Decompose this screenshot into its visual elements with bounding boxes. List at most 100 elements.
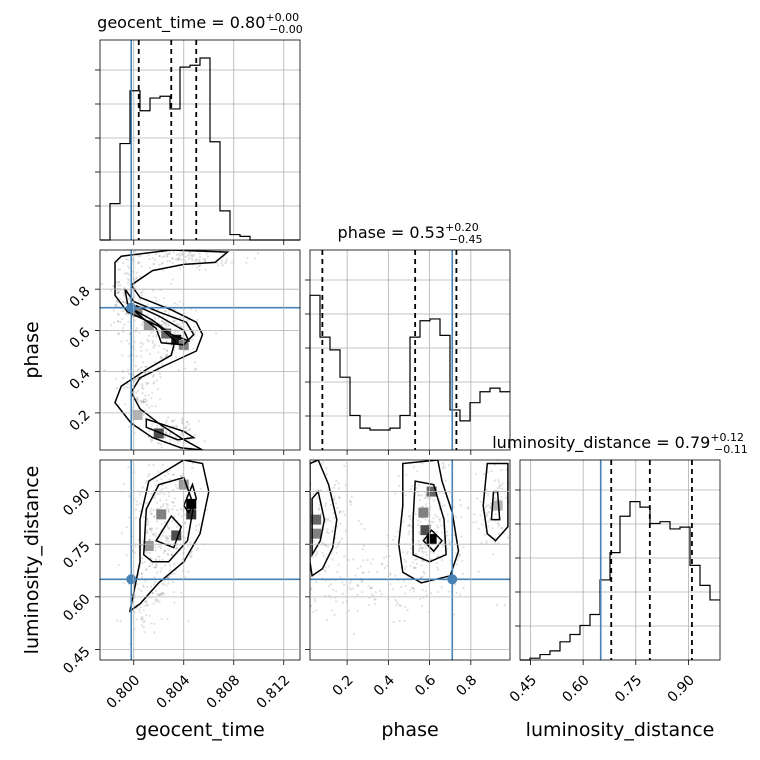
density-cell [186, 498, 197, 509]
sample-point [419, 597, 422, 601]
histogram-frame [519, 459, 721, 661]
sample-point [153, 515, 156, 518]
sample-point [177, 252, 180, 256]
sample-point [253, 257, 256, 260]
sample-point [148, 614, 151, 617]
sample-point [403, 619, 406, 622]
sample-point [403, 558, 406, 561]
sample-point [198, 252, 201, 255]
sample-point [497, 524, 501, 528]
sample-point [166, 243, 168, 245]
sample-point [156, 492, 159, 496]
sample-point [123, 403, 127, 406]
sample-point [191, 259, 194, 262]
sample-point [474, 473, 477, 476]
sample-point [173, 457, 175, 459]
sample-point [459, 504, 462, 507]
sample-point [418, 498, 422, 502]
sample-point [500, 487, 504, 490]
sample-point [506, 536, 510, 539]
sample-point [420, 546, 423, 549]
sample-point [171, 508, 174, 511]
sample-point [159, 375, 162, 379]
sample-point [258, 569, 260, 571]
sample-point [246, 256, 249, 260]
sample-point [369, 562, 373, 565]
x-tick-label: 0.804 [154, 672, 194, 712]
sample-point [197, 523, 200, 526]
sample-point [323, 445, 325, 447]
sample-point [197, 420, 200, 423]
sample-point [193, 334, 196, 337]
sample-point [166, 349, 169, 353]
sample-point [166, 617, 169, 621]
sample-point [150, 530, 153, 533]
sample-point [316, 550, 319, 553]
sample-point [411, 587, 415, 590]
sample-point [151, 289, 155, 292]
sample-point [479, 514, 482, 517]
sample-point [394, 574, 397, 577]
sample-point [160, 567, 163, 570]
sample-point [146, 604, 149, 607]
sample-point [420, 604, 423, 608]
sample-point [161, 363, 164, 366]
sample-point [214, 332, 218, 335]
x-tick-label: 0.90 [665, 672, 698, 705]
sample-point [331, 529, 334, 532]
sample-point [148, 565, 151, 568]
sample-point [157, 442, 160, 445]
sample-point [148, 538, 151, 541]
sample-point [191, 550, 194, 553]
sample-point [148, 257, 151, 261]
sample-point [412, 566, 415, 569]
sample-point [349, 503, 352, 506]
sample-point [157, 545, 160, 548]
sample-point [360, 580, 363, 583]
sample-point [407, 524, 410, 528]
sample-point [153, 622, 156, 625]
sample-point [167, 553, 170, 556]
sample-point [155, 600, 158, 603]
sample-point [160, 323, 163, 327]
sample-point [331, 609, 334, 612]
sample-point [314, 554, 318, 557]
sample-point [206, 255, 210, 258]
sample-point [430, 592, 433, 595]
sample-point [186, 420, 189, 423]
sample-point [156, 599, 160, 602]
sample-point [498, 486, 501, 490]
sample-point [189, 551, 192, 554]
x-tick-label: 0.8 [453, 672, 480, 699]
sample-point [341, 581, 344, 584]
sample-point [145, 399, 149, 402]
sample-point [324, 504, 327, 507]
sample-point [421, 505, 425, 508]
contour-line [155, 514, 183, 549]
sample-point [386, 544, 389, 548]
sample-point [147, 474, 150, 478]
sample-point [146, 529, 149, 532]
sample-point [161, 463, 165, 466]
sample-point [296, 544, 298, 546]
sample-point [475, 520, 478, 523]
sample-point [151, 527, 154, 530]
sample-point [119, 620, 122, 623]
sample-point [324, 566, 327, 569]
sample-point [398, 484, 401, 488]
sample-point [396, 602, 400, 605]
sample-point [341, 537, 344, 540]
sample-point [127, 297, 131, 301]
sample-point [150, 331, 153, 335]
sample-point [408, 514, 412, 518]
sample-point [172, 473, 175, 476]
sample-point [166, 259, 169, 263]
sample-point [332, 512, 335, 515]
sample-point [136, 583, 139, 586]
sample-point [380, 562, 383, 565]
sample-point [101, 282, 104, 286]
sample-point [307, 530, 309, 532]
sample-point [173, 348, 176, 351]
sample-point [421, 551, 425, 554]
sample-point [195, 258, 198, 261]
